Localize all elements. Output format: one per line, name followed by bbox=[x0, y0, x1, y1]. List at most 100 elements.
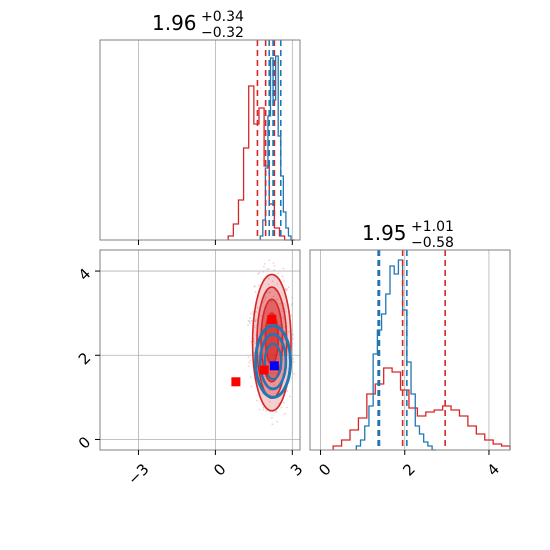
top-left-title-median: 1.96 bbox=[152, 11, 197, 35]
scatter-point bbox=[291, 302, 294, 305]
scatter-point bbox=[254, 342, 257, 345]
scatter-point bbox=[265, 410, 268, 412]
x-tick-label: 0 bbox=[210, 460, 229, 479]
scatter-point bbox=[271, 299, 273, 302]
scatter-point bbox=[274, 289, 277, 292]
scatter-point bbox=[293, 361, 295, 363]
scatter-point bbox=[255, 311, 257, 313]
x-tick-label: 2 bbox=[399, 460, 418, 479]
y-tick-label: 0 bbox=[75, 433, 94, 452]
scatter-point bbox=[277, 357, 280, 360]
scatter-point bbox=[262, 301, 265, 304]
marker-square-square_red bbox=[267, 314, 277, 324]
scatter-point bbox=[284, 412, 286, 415]
scatter-point bbox=[266, 311, 269, 313]
x-tick-label: 3 bbox=[287, 460, 306, 479]
scatter-point bbox=[291, 296, 294, 299]
scatter-point bbox=[287, 330, 290, 333]
top-left-title-minus: −0.32 bbox=[201, 25, 244, 41]
scatter-point bbox=[273, 269, 275, 271]
scatter-point bbox=[283, 307, 286, 309]
scatter-point bbox=[267, 277, 270, 280]
scatter-point bbox=[250, 319, 253, 322]
scatter-point bbox=[258, 272, 261, 274]
scatter-point bbox=[250, 385, 253, 388]
scatter-point bbox=[293, 372, 295, 375]
scatter-point bbox=[286, 390, 289, 393]
scatter-point bbox=[247, 320, 250, 322]
scatter-point bbox=[262, 270, 265, 273]
scatter-point bbox=[257, 284, 260, 287]
scatter-point bbox=[250, 312, 252, 315]
scatter-point bbox=[276, 283, 279, 285]
axes-frame bbox=[99, 39, 301, 241]
scatter-point bbox=[292, 337, 294, 340]
scatter-point bbox=[247, 356, 250, 359]
axes-frame bbox=[309, 249, 511, 451]
scatter-point bbox=[272, 295, 275, 298]
scatter-point bbox=[254, 291, 257, 294]
panel-top-left-histogram bbox=[99, 39, 301, 245]
scatter-point bbox=[280, 406, 283, 409]
histogram-series-blue bbox=[355, 259, 437, 451]
scatter-point bbox=[247, 365, 250, 368]
scatter-point bbox=[284, 289, 287, 291]
scatter-point bbox=[287, 286, 290, 289]
scatter-point bbox=[273, 383, 276, 386]
bottom-right-title-minus: −0.58 bbox=[411, 235, 454, 251]
scatter-point bbox=[262, 406, 265, 409]
scatter-point bbox=[249, 359, 252, 362]
scatter-point bbox=[253, 326, 256, 329]
scatter-point bbox=[253, 319, 256, 322]
scatter-point bbox=[284, 304, 287, 307]
scatter-point bbox=[263, 299, 266, 301]
scatter-point bbox=[276, 420, 279, 423]
scatter-point bbox=[247, 324, 249, 327]
scatter-point bbox=[276, 298, 278, 301]
blue-contour-level bbox=[254, 324, 293, 399]
scatter-point bbox=[283, 280, 285, 283]
blue-contour-level bbox=[263, 342, 283, 381]
scatter-point bbox=[258, 408, 261, 411]
y-tick-label: 4 bbox=[75, 265, 94, 284]
x-tick-label: −3 bbox=[124, 460, 152, 488]
panel-bottom-right-histogram: 0 2 4 bbox=[309, 249, 511, 480]
scatter-point bbox=[266, 268, 269, 271]
scatter-point bbox=[270, 372, 273, 375]
blue-contour-level bbox=[258, 332, 288, 391]
scatter-point bbox=[268, 259, 271, 261]
scatter-point bbox=[290, 314, 293, 317]
scatter-point bbox=[279, 302, 282, 305]
histogram-series-red bbox=[227, 85, 295, 241]
scatter-point bbox=[282, 326, 285, 329]
scatter-point bbox=[282, 338, 285, 340]
scatter-point bbox=[269, 400, 271, 403]
marker-square-square_blue bbox=[269, 361, 279, 371]
scatter-point bbox=[286, 406, 288, 409]
scatter-point bbox=[268, 268, 270, 270]
marker-square-square_red bbox=[259, 365, 269, 375]
scatter-point bbox=[283, 401, 285, 404]
scatter-point bbox=[264, 296, 267, 299]
bottom-right-title-plus: +1.01 bbox=[411, 219, 454, 235]
scatter-point bbox=[273, 264, 276, 267]
scatter-point bbox=[248, 322, 251, 325]
scatter-point bbox=[266, 291, 268, 294]
scatter-point bbox=[282, 267, 285, 270]
scatter-point bbox=[291, 376, 293, 379]
scatter-point bbox=[274, 411, 277, 413]
scatter-point bbox=[280, 308, 283, 310]
scatter-point bbox=[291, 304, 293, 307]
scatter-point bbox=[254, 285, 256, 287]
scatter-point bbox=[286, 288, 289, 291]
scatter-point bbox=[273, 372, 275, 374]
scatter-point bbox=[272, 262, 275, 264]
scatter-point bbox=[256, 306, 259, 309]
bottom-right-title-median: 1.95 bbox=[362, 221, 407, 245]
scatter-point bbox=[258, 332, 261, 335]
scatter-point bbox=[268, 291, 271, 294]
scatter-point bbox=[260, 314, 263, 317]
scatter-point bbox=[257, 272, 259, 275]
histogram-series-red bbox=[332, 367, 511, 450]
y-tick-label: 2 bbox=[75, 349, 94, 368]
